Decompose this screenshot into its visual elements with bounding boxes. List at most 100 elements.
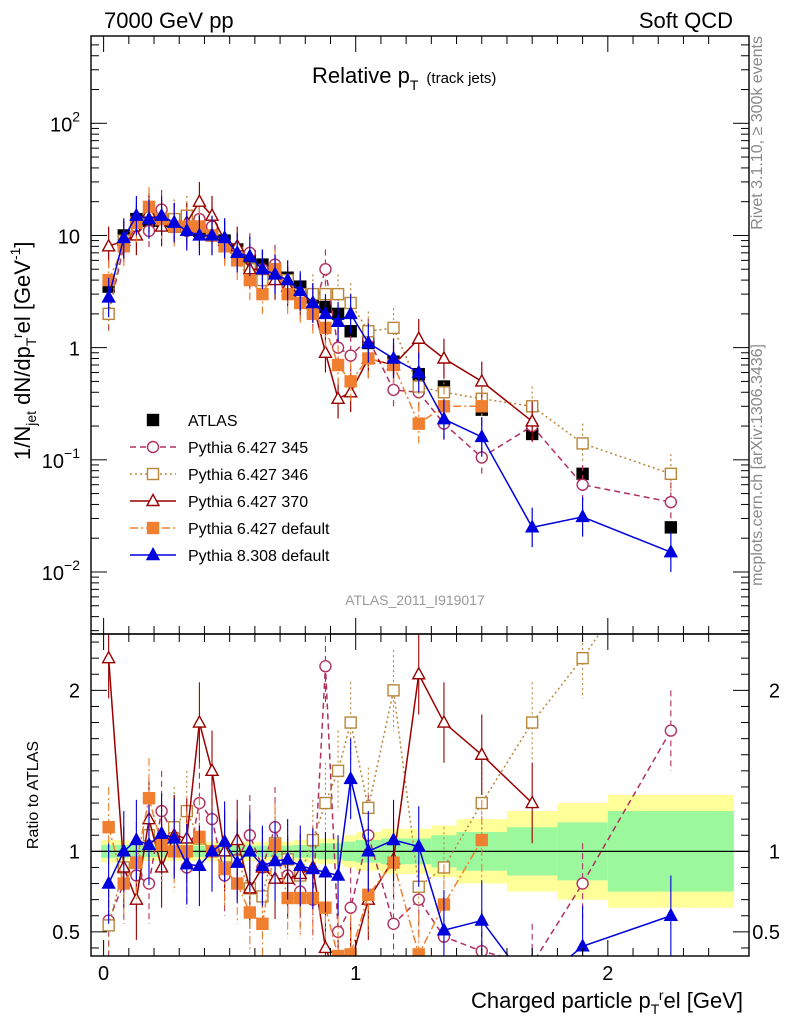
data-point	[230, 244, 245, 259]
ratio-point	[101, 875, 116, 889]
y-tick-label: 10−2	[42, 557, 80, 585]
ratio-panel: 0.5 0.5 1 1 2 2 Ratio to ATLAS	[25, 633, 780, 970]
chart-title-sub: T	[410, 77, 419, 93]
ratio-tick-label-right: 0.5	[752, 922, 780, 944]
legend-marker	[146, 521, 160, 535]
side-label-bottom: mcplots.cern.ch [arXiv:1306.3436]	[749, 344, 766, 586]
data-point	[331, 287, 345, 301]
y-tick-exponent: −1	[64, 445, 80, 461]
ratio-point	[343, 770, 358, 785]
data-point	[129, 207, 144, 221]
data-point	[436, 350, 452, 364]
ratio-point	[331, 764, 345, 778]
x-tick-label: 2	[602, 963, 613, 985]
ratio-tick-label-right: 2	[769, 680, 780, 702]
ratio-point	[664, 724, 678, 737]
data-point	[192, 227, 207, 241]
data-point	[280, 272, 295, 286]
data-point	[167, 214, 182, 228]
ratio-point	[576, 651, 589, 665]
y-tick-label: 10	[58, 226, 80, 248]
legend-item-pythia-6-427-345: Pythia 6.427 345	[130, 440, 308, 457]
data-point	[331, 358, 345, 372]
ratio-point	[344, 716, 357, 729]
ratio-point	[192, 857, 207, 872]
legend: ATLAS Pythia 6.427 345 Pythia 6.427 346 Pyt…	[130, 413, 330, 565]
main-series-group	[101, 181, 679, 572]
series-line-pythia-6-427-default	[107, 205, 482, 425]
legend-item-atlas: ATLAS	[146, 413, 238, 430]
ratio-point	[192, 714, 207, 728]
ratio-point	[387, 917, 400, 930]
data-point	[255, 261, 270, 275]
data-point	[387, 383, 400, 397]
ratio-series-pythia-8-308-default	[101, 738, 679, 956]
ratio-point	[527, 959, 538, 970]
y-tick-label: 10−1	[42, 445, 80, 473]
ratio-point	[319, 796, 332, 810]
ratio-y-axis-title: Ratio to ATLAS	[25, 741, 42, 849]
series-pythia-8-308-default	[101, 195, 679, 572]
data-point	[318, 344, 333, 358]
ratio-point	[525, 716, 539, 729]
ratio-point	[411, 838, 426, 852]
ratio-point	[475, 833, 488, 847]
x-axis-title: Charged particle pTrel [GeV]	[471, 987, 743, 1017]
data-point	[664, 467, 678, 481]
legend-label: Pythia 8.308 default	[188, 548, 330, 565]
data-point	[344, 349, 357, 362]
side-label-top: Rivet 3.1.10, ≥ 300k events	[749, 36, 766, 230]
legend-marker	[145, 547, 161, 561]
ratio-point	[243, 906, 257, 919]
ratio-point	[474, 912, 489, 926]
y-tick-label: 102	[50, 108, 80, 136]
data-point	[575, 508, 590, 523]
ratio-point	[154, 825, 169, 839]
data-point	[330, 313, 346, 327]
ratio-point	[474, 746, 489, 760]
ratio-point	[255, 857, 270, 872]
data-point	[412, 417, 425, 430]
data-point	[179, 222, 194, 237]
svg-text:1/Njet dN/dpTrel [GeV-1]: 1/Njet dN/dpTrel [GeV-1]	[7, 241, 39, 460]
data-point	[361, 335, 376, 349]
chart-title-suffix: (track jets)	[426, 70, 496, 87]
legend-label: Pythia 6.427 346	[188, 467, 308, 484]
data-point	[474, 428, 489, 443]
y-tick-label: 1	[69, 339, 80, 361]
ratio-point	[387, 684, 400, 697]
data-point	[101, 289, 116, 303]
ratio-point	[142, 792, 156, 805]
data-point	[319, 263, 332, 276]
data-point	[411, 364, 426, 378]
ratio-point	[102, 821, 115, 834]
ratio-series-group	[101, 634, 679, 970]
ratio-point	[116, 843, 131, 857]
ratio-point	[344, 901, 357, 914]
data-point	[475, 400, 488, 413]
ratio-point	[230, 854, 245, 868]
ratio-tick-label: 1	[69, 841, 80, 863]
ratio-point	[256, 917, 269, 930]
legend-item-pythia-8-308-default: Pythia 8.308 default	[130, 547, 330, 565]
header-right: Soft QCD	[639, 8, 733, 33]
ratio-axis-ticks: 0.5 0.5 1 1 2 2	[52, 641, 780, 949]
legend-item-pythia-6-427-346: Pythia 6.427 346	[130, 467, 308, 484]
legend-item-pythia-6-427-370: Pythia 6.427 370	[130, 493, 308, 511]
data-point	[436, 411, 452, 425]
legend-marker	[146, 440, 160, 454]
ratio-point	[267, 853, 283, 867]
data-point	[256, 287, 269, 301]
series-line-pythia-6-427-346	[107, 214, 672, 475]
data-point	[154, 207, 169, 221]
ratio-point	[167, 830, 182, 844]
legend-label: ATLAS	[188, 413, 238, 430]
data-point	[204, 227, 220, 241]
series-line-pythia-8-308-default	[107, 214, 672, 553]
y-tick-exponent: −2	[64, 557, 80, 573]
ratio-point	[344, 948, 357, 956]
x-tick-label: 0	[98, 963, 109, 985]
ratio-point	[576, 877, 589, 890]
ratio-point	[318, 939, 333, 954]
